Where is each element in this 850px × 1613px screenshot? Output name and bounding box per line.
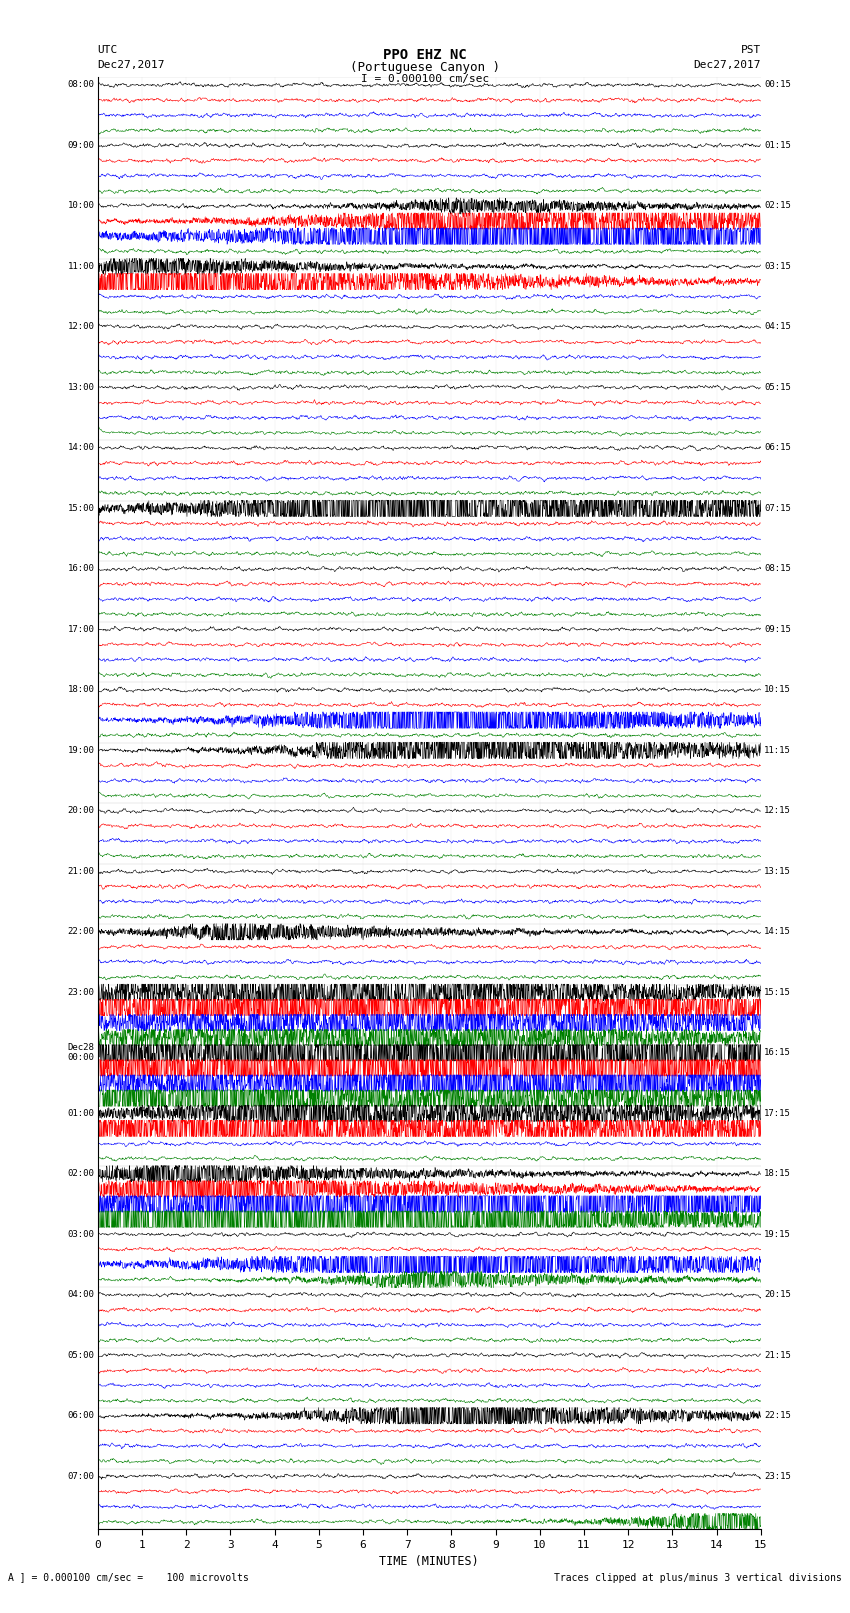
Text: 13:15: 13:15: [764, 866, 791, 876]
Text: 09:15: 09:15: [764, 624, 791, 634]
Text: 11:15: 11:15: [764, 745, 791, 755]
Text: PST: PST: [740, 45, 761, 55]
Text: 13:00: 13:00: [67, 382, 94, 392]
Text: 05:15: 05:15: [764, 382, 791, 392]
Text: 01:15: 01:15: [764, 140, 791, 150]
Text: 21:15: 21:15: [764, 1350, 791, 1360]
Text: (Portuguese Canyon ): (Portuguese Canyon ): [350, 61, 500, 74]
Text: 10:15: 10:15: [764, 686, 791, 694]
Text: 20:00: 20:00: [67, 806, 94, 815]
Text: 15:00: 15:00: [67, 503, 94, 513]
Text: 02:00: 02:00: [67, 1169, 94, 1177]
Text: 08:15: 08:15: [764, 565, 791, 573]
Text: 22:15: 22:15: [764, 1411, 791, 1419]
Text: 04:00: 04:00: [67, 1290, 94, 1298]
Text: 07:00: 07:00: [67, 1471, 94, 1481]
Text: PPO EHZ NC: PPO EHZ NC: [383, 48, 467, 63]
Text: 20:15: 20:15: [764, 1290, 791, 1298]
Text: 18:15: 18:15: [764, 1169, 791, 1177]
Text: 19:15: 19:15: [764, 1229, 791, 1239]
Text: 11:00: 11:00: [67, 261, 94, 271]
Text: Dec27,2017: Dec27,2017: [98, 60, 165, 69]
Text: 03:15: 03:15: [764, 261, 791, 271]
Text: 23:15: 23:15: [764, 1471, 791, 1481]
Text: Dec28
00:00: Dec28 00:00: [67, 1044, 94, 1063]
Text: 01:00: 01:00: [67, 1108, 94, 1118]
Text: 18:00: 18:00: [67, 686, 94, 694]
Text: 02:15: 02:15: [764, 202, 791, 210]
Text: 08:00: 08:00: [67, 81, 94, 89]
Text: 14:15: 14:15: [764, 927, 791, 936]
Text: 03:00: 03:00: [67, 1229, 94, 1239]
Text: A ] = 0.000100 cm/sec =    100 microvolts: A ] = 0.000100 cm/sec = 100 microvolts: [8, 1573, 249, 1582]
Text: 14:00: 14:00: [67, 444, 94, 452]
Text: 17:00: 17:00: [67, 624, 94, 634]
Text: 10:00: 10:00: [67, 202, 94, 210]
X-axis label: TIME (MINUTES): TIME (MINUTES): [379, 1555, 479, 1568]
Text: 16:15: 16:15: [764, 1048, 791, 1057]
Text: 12:15: 12:15: [764, 806, 791, 815]
Text: 15:15: 15:15: [764, 987, 791, 997]
Text: 22:00: 22:00: [67, 927, 94, 936]
Text: 07:15: 07:15: [764, 503, 791, 513]
Text: 05:00: 05:00: [67, 1350, 94, 1360]
Text: 16:00: 16:00: [67, 565, 94, 573]
Text: Dec27,2017: Dec27,2017: [694, 60, 761, 69]
Text: 06:15: 06:15: [764, 444, 791, 452]
Text: 23:00: 23:00: [67, 987, 94, 997]
Text: 06:00: 06:00: [67, 1411, 94, 1419]
Text: 12:00: 12:00: [67, 323, 94, 331]
Text: UTC: UTC: [98, 45, 118, 55]
Text: Traces clipped at plus/minus 3 vertical divisions: Traces clipped at plus/minus 3 vertical …: [553, 1573, 842, 1582]
Text: 00:15: 00:15: [764, 81, 791, 89]
Text: 21:00: 21:00: [67, 866, 94, 876]
Text: 09:00: 09:00: [67, 140, 94, 150]
Text: 19:00: 19:00: [67, 745, 94, 755]
Text: 17:15: 17:15: [764, 1108, 791, 1118]
Text: 04:15: 04:15: [764, 323, 791, 331]
Text: I = 0.000100 cm/sec: I = 0.000100 cm/sec: [361, 74, 489, 84]
